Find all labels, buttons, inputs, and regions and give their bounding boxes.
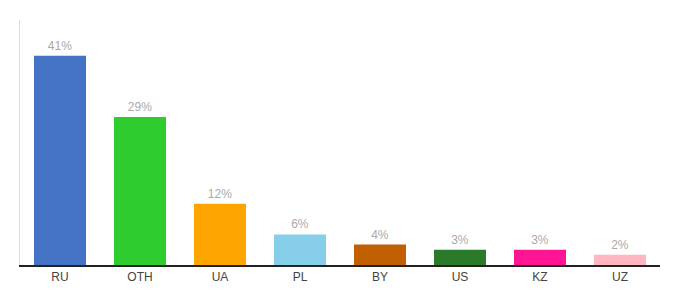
svg-text:6%: 6% [291, 217, 309, 231]
svg-text:UZ: UZ [612, 270, 628, 284]
svg-text:UA: UA [212, 270, 229, 284]
svg-text:PL: PL [293, 270, 308, 284]
svg-text:4%: 4% [371, 228, 389, 242]
svg-text:RU: RU [51, 270, 68, 284]
svg-text:3%: 3% [451, 233, 469, 247]
svg-text:2%: 2% [611, 238, 629, 252]
svg-text:BY: BY [372, 270, 388, 284]
svg-text:12%: 12% [208, 187, 232, 201]
svg-text:OTH: OTH [127, 270, 152, 284]
svg-text:KZ: KZ [532, 270, 547, 284]
svg-text:41%: 41% [48, 39, 72, 53]
svg-text:US: US [452, 270, 469, 284]
svg-text:29%: 29% [128, 100, 152, 114]
svg-text:3%: 3% [531, 233, 549, 247]
